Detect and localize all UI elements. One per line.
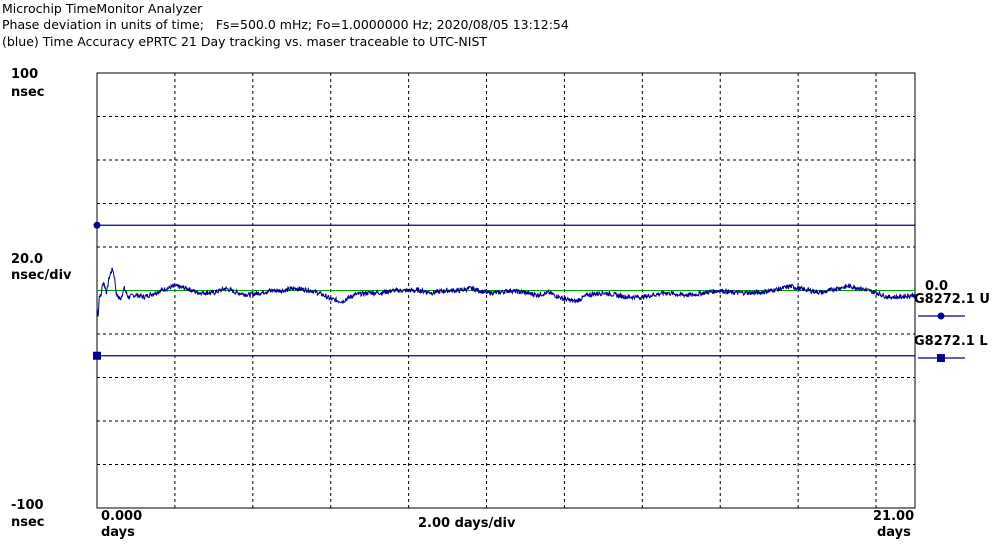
x-left-unit: days — [101, 525, 135, 540]
phase-trace — [96, 267, 916, 317]
y-scale-unit: nsec/div — [11, 268, 72, 283]
app-title: Microchip TimeMonitor Analyzer — [2, 1, 203, 16]
upper-limit-label: G8272.1 U — [914, 292, 990, 307]
legend-lower-marker — [937, 354, 945, 362]
measurement-info: Phase deviation in units of time; Fs=500… — [2, 17, 569, 32]
y-bottom-value: -100 — [11, 498, 44, 513]
x-right-unit: days — [877, 525, 911, 540]
y-bottom-unit: nsec — [11, 515, 45, 530]
lower-limit-label: G8272.1 L — [914, 334, 988, 349]
y-scale-value: 20.0 — [11, 252, 44, 267]
upper-limit-marker — [93, 221, 101, 229]
x-right-value: 21.00 — [873, 509, 915, 524]
y-top-unit: nsec — [11, 85, 45, 100]
lower-limit-marker — [93, 351, 101, 360]
trace-description: (blue) Time Accuracy ePRTC 21 Day tracki… — [2, 34, 488, 49]
x-left-value: 0.000 — [101, 509, 143, 524]
x-scale-label: 2.00 days/div — [418, 516, 516, 531]
legend-upper-marker — [937, 312, 945, 320]
reference-label: 0.0 — [925, 279, 949, 294]
y-top-value: 100 — [11, 67, 39, 82]
